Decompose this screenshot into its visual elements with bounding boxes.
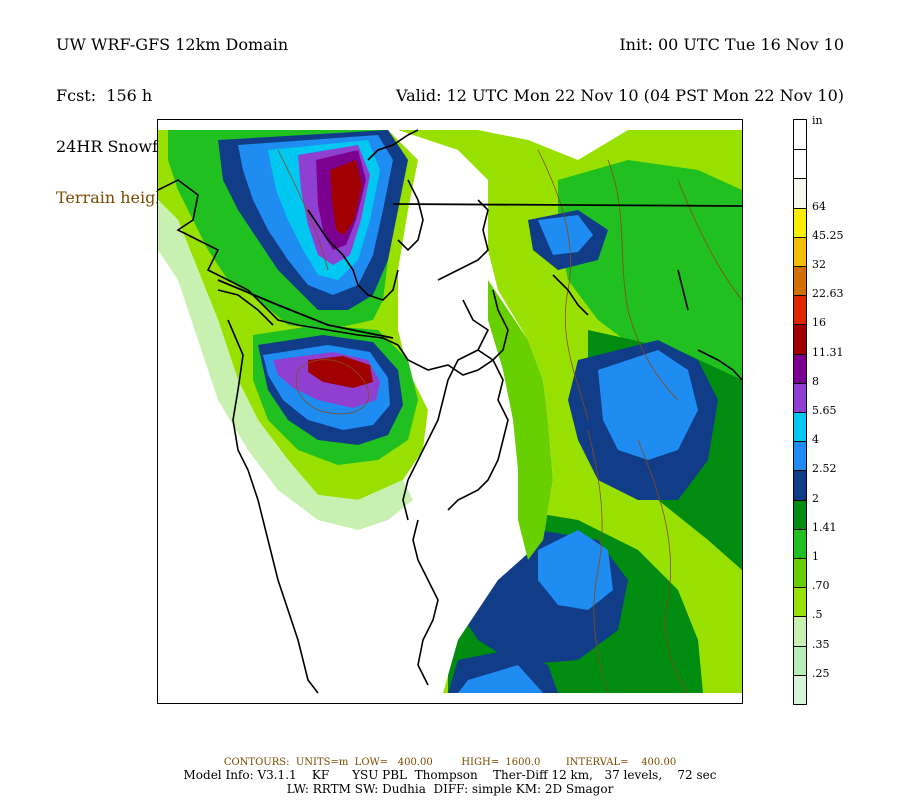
color-bar-cell xyxy=(794,499,806,529)
color-bar-level-label: 5.65 xyxy=(812,404,837,417)
color-bar-cell xyxy=(794,207,806,237)
color-bar-level-label: 1.41 xyxy=(812,520,837,534)
coastline xyxy=(158,129,742,694)
map-canvas xyxy=(158,129,742,694)
color-bar-cell xyxy=(794,441,806,471)
snowfall-fill xyxy=(158,130,742,693)
international-border xyxy=(217,203,742,339)
color-bar-level-label: .5 xyxy=(812,608,823,622)
color-bar-cell xyxy=(794,674,806,704)
color-bar-cell xyxy=(794,178,806,208)
contour-info: CONTOURS: UNITS=m LOW= 400.00 HIGH= 1600… xyxy=(223,757,677,768)
color-bar-level-label: .35 xyxy=(812,637,830,651)
color-bar-level-label: 16 xyxy=(812,316,826,330)
color-bar-level-label: .25 xyxy=(812,666,830,680)
forecast-hour: Fcst: 156 h xyxy=(56,86,153,105)
color-bar-cell xyxy=(794,236,806,266)
color-bar-level-label: 4 xyxy=(812,433,819,447)
color-bar-level-label: 11.31 xyxy=(812,345,844,359)
color-bar xyxy=(793,119,807,705)
header-right: Init: 00 UTC Tue 16 Nov 10 Valid: 12 UTC… xyxy=(396,2,844,121)
color-bar-unit: in xyxy=(812,114,823,127)
color-bar-cell xyxy=(794,149,806,179)
valid-time: Valid: 12 UTC Mon 22 Nov 10 (04 PST Mon … xyxy=(396,86,844,105)
color-bar-level-label: 2.52 xyxy=(812,462,837,476)
color-bar-cell xyxy=(794,470,806,500)
color-bar-cell xyxy=(794,120,806,150)
color-bar-level-label: 22.63 xyxy=(812,287,844,301)
color-bar-level-label: 45.25 xyxy=(812,228,844,242)
color-bar-cell xyxy=(794,558,806,588)
color-bar-level-label: 64 xyxy=(812,199,826,213)
color-bar-cell xyxy=(794,587,806,617)
color-bar-cell xyxy=(794,353,806,383)
color-bar-cell xyxy=(794,645,806,675)
color-bar-cell xyxy=(794,324,806,354)
color-bar-cell xyxy=(794,616,806,646)
color-bar-cell xyxy=(794,412,806,442)
color-bar-level-label: 32 xyxy=(812,258,826,271)
model-info: Model Info: V3.1.1 KF YSU PBL Thompson T… xyxy=(183,768,717,782)
physics-info: LW: RRTM SW: Dudhia DIFF: simple KM: 2D … xyxy=(286,782,614,796)
snowfall-map xyxy=(157,119,743,704)
color-bar-level-label: .70 xyxy=(812,579,830,593)
color-bar-cell xyxy=(794,382,806,412)
domain-title: UW WRF-GFS 12km Domain xyxy=(56,35,289,54)
terrain-contours xyxy=(277,149,742,694)
color-bar-cell xyxy=(794,295,806,325)
color-bar-level-label: 1 xyxy=(812,550,819,563)
color-bar-cell xyxy=(794,266,806,296)
init-time: Init: 00 UTC Tue 16 Nov 10 xyxy=(619,35,844,54)
color-bar-level-label: 8 xyxy=(812,374,819,388)
color-bar-cell xyxy=(794,528,806,558)
color-bar-level-label: 2 xyxy=(812,491,819,505)
